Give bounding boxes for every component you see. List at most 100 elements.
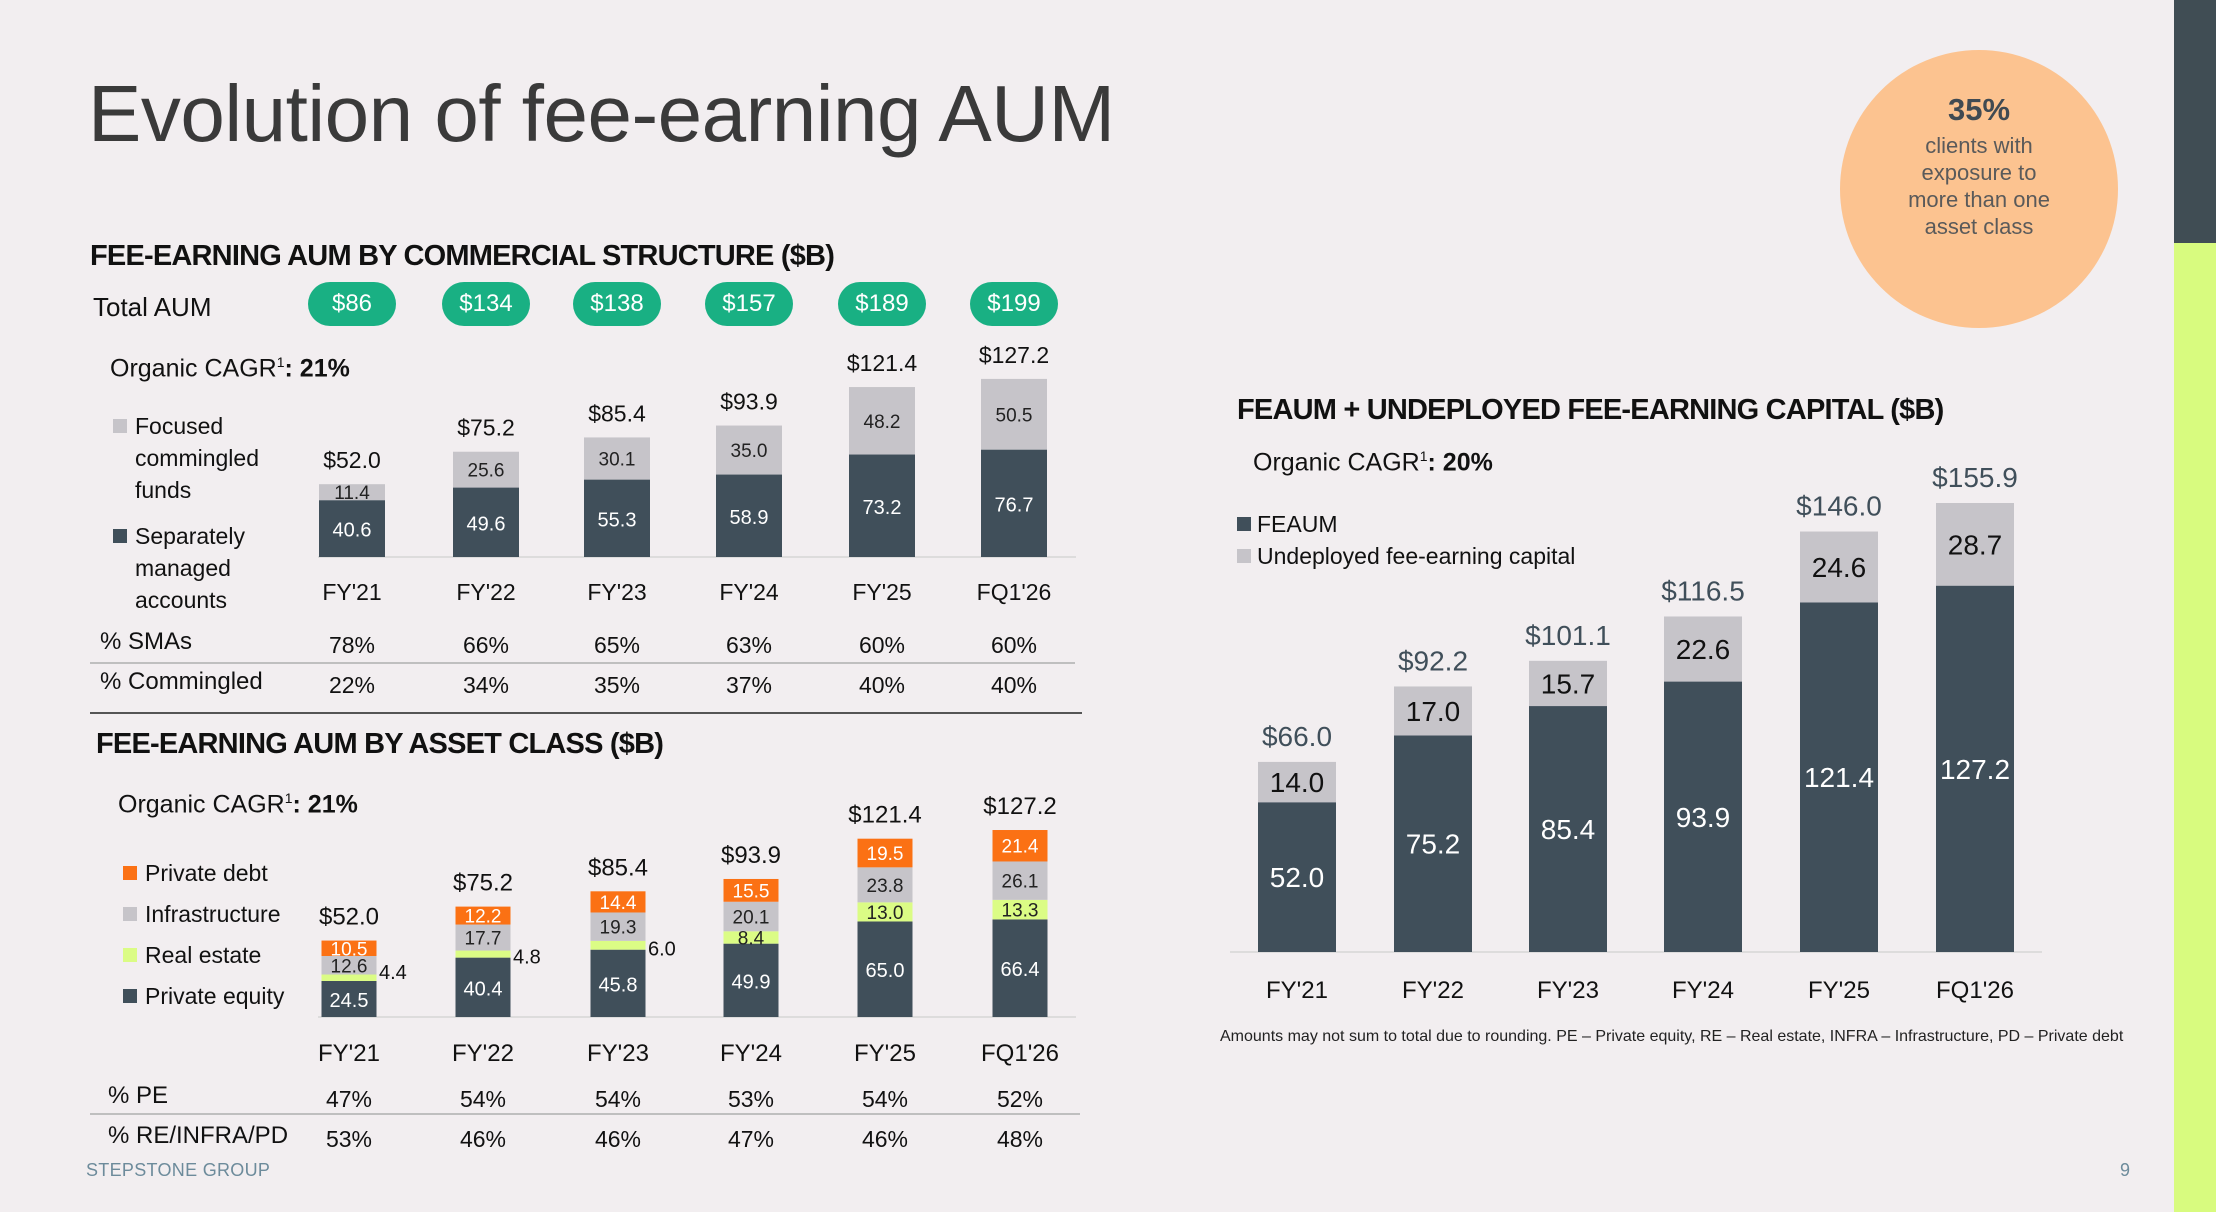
bar-infrastructure-0	[321, 955, 377, 975]
legend-item-real-estate: Real estate	[123, 939, 284, 980]
tick-label: FQ1'26	[977, 579, 1052, 605]
bar-undeployed-0	[1258, 761, 1336, 803]
total-label: $127.2	[983, 793, 1056, 820]
pct-cell: 60%	[858, 632, 906, 658]
undeployed-chart-title: FEAUM + UNDEPLOYED FEE-EARNING CAPITAL (…	[1237, 394, 1944, 426]
bar-private-equity-2	[590, 949, 646, 1017]
asset-chart-title: FEE-EARNING AUM BY ASSET CLASS ($B)	[96, 728, 664, 760]
commercial-legend: Focused commingled funds Separately mana…	[113, 410, 285, 616]
bar-infrastructure-5	[992, 861, 1048, 900]
bar-private-debt-2	[590, 891, 646, 913]
side-accent-lime	[2174, 243, 2216, 1212]
data-label-undeployed: 22.6	[1676, 634, 1731, 665]
commercial-chart-title: FEE-EARNING AUM BY COMMERCIAL STRUCTURE …	[90, 240, 835, 272]
legend-label: Real estate	[145, 942, 262, 968]
bar-private-debt-1	[455, 906, 511, 925]
pct-cell: 63%	[725, 632, 773, 658]
cagr-footnote-mark: 1	[1419, 448, 1428, 464]
data-label-undeployed: 15.7	[1541, 668, 1596, 699]
bar-undeployed-4	[1800, 531, 1878, 603]
pct-cell: 46%	[594, 1126, 642, 1152]
bar-private-equity-4	[857, 921, 913, 1017]
data-label-private-debt: 12.2	[465, 907, 502, 928]
data-label-private-equity: 65.0	[866, 960, 905, 982]
pct-cell: 47%	[727, 1126, 775, 1152]
data-label-infrastructure: 20.1	[733, 908, 770, 929]
data-label-feaum: 93.9	[1676, 802, 1731, 833]
total-label: $101.1	[1525, 620, 1611, 651]
bar-infrastructure-1	[455, 924, 511, 951]
bar-commingled-3	[716, 425, 782, 475]
cagr-footnote-mark: 1	[276, 354, 285, 370]
legend-label: Infrastructure	[145, 901, 281, 927]
bar-commingled-2	[584, 437, 650, 480]
legend-item-infrastructure: Infrastructure	[123, 898, 284, 939]
bar-commingled-4	[849, 387, 915, 455]
tick-label: FY'22	[456, 579, 515, 605]
data-label-private-debt: 19.5	[867, 844, 904, 865]
data-label-real-estate: 4.4	[379, 962, 407, 984]
data-label-private-debt: 21.4	[1002, 837, 1039, 858]
bar-infrastructure-4	[857, 867, 913, 903]
legend-swatch	[1237, 549, 1251, 563]
total-label: $75.2	[453, 870, 513, 897]
tick-label: FY'25	[854, 1040, 916, 1067]
asset-class-chart: 24.5 4.4 12.610.5 $52.0 FY'21 40.4 4.8 17.712.2…	[318, 793, 1076, 1067]
data-label-private-debt: 10.5	[331, 939, 368, 960]
bar-undeployed-3	[1664, 616, 1742, 682]
cagr-value: : 20%	[1427, 448, 1493, 477]
bar-private-equity-1	[455, 957, 511, 1017]
data-label-commingled: 48.2	[864, 412, 901, 433]
data-label-private-equity: 40.4	[464, 978, 503, 1000]
pct-cell: 47%	[325, 1086, 373, 1112]
data-label-private-equity: 66.4	[1001, 959, 1040, 981]
data-label-undeployed: 14.0	[1270, 767, 1325, 798]
data-label-sma: 40.6	[333, 520, 372, 542]
bar-sma-2	[584, 479, 650, 557]
total-aum-pill: $157	[705, 282, 793, 326]
undeployed-legend: FEAUM Undeployed fee-earning capital	[1237, 508, 1575, 572]
table-divider	[90, 1113, 1080, 1115]
pct-cell: 34%	[462, 672, 510, 698]
side-accent-dark	[2174, 0, 2216, 243]
data-label-feaum: 85.4	[1541, 814, 1596, 845]
bar-private-debt-3	[723, 878, 779, 902]
bar-feaum-3	[1664, 681, 1742, 952]
bar-infrastructure-2	[590, 912, 646, 941]
cagr-value: : 21%	[292, 790, 358, 819]
cagr-label: Organic CAGR	[118, 790, 285, 819]
pct-cell: 37%	[725, 672, 773, 698]
legend-label: Undeployed fee-earning capital	[1257, 543, 1576, 569]
data-label-infrastructure: 26.1	[1002, 872, 1039, 893]
tick-label: FY'21	[1266, 977, 1328, 1004]
tick-label: FY'24	[719, 579, 779, 605]
bar-private-debt-4	[857, 838, 913, 868]
data-label-private-debt: 15.5	[733, 881, 770, 902]
bar-undeployed-5	[1936, 503, 2014, 586]
data-label-real-estate: 4.8	[513, 947, 541, 969]
data-label-private-equity: 24.5	[330, 990, 369, 1012]
pct-cell: 53%	[325, 1126, 373, 1152]
undeployed-cagr: Organic CAGR1: 20%	[1253, 448, 1493, 477]
pct-cell: 54%	[861, 1086, 909, 1112]
legend-item-sma: Separately managed accounts	[113, 520, 285, 616]
table-divider	[90, 662, 1075, 664]
pct-row-label: % Commingled	[100, 668, 263, 695]
total-aum-label: Total AUM	[93, 292, 212, 322]
bar-private-equity-5	[992, 919, 1048, 1017]
footnote: Amounts may not sum to total due to roun…	[1220, 1028, 2124, 1045]
legend-label: Separately managed accounts	[135, 523, 245, 613]
legend-swatch	[123, 907, 137, 921]
pct-cell: 66%	[462, 632, 510, 658]
badge-value: 35%	[1947, 92, 2011, 127]
data-label-private-equity: 45.8	[599, 974, 638, 996]
total-label: $52.0	[319, 904, 379, 931]
tick-label: FY'24	[720, 1040, 782, 1067]
total-label: $116.5	[1661, 575, 1745, 606]
data-label-commingled: 35.0	[731, 441, 768, 462]
tick-label: FQ1'26	[981, 1040, 1059, 1067]
data-label-sma: 58.9	[730, 507, 769, 529]
cross-asset-badge: 35% clients with exposure to more than o…	[1840, 50, 2118, 328]
bar-feaum-0	[1258, 802, 1336, 952]
total-label: $146.0	[1796, 491, 1882, 522]
